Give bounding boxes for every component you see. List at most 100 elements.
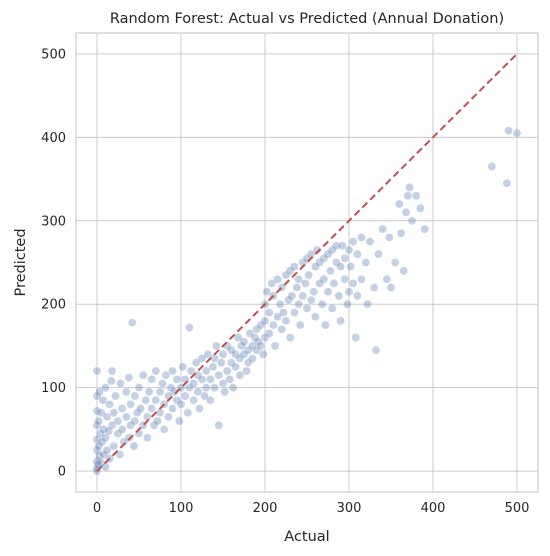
- data-point: [315, 258, 324, 267]
- data-point: [206, 395, 215, 405]
- data-point: [96, 429, 105, 438]
- data-point: [218, 379, 228, 388]
- data-point: [399, 266, 408, 276]
- data-point: [107, 366, 117, 376]
- data-point: [273, 274, 282, 284]
- data-point: [97, 437, 107, 447]
- data-point: [365, 237, 375, 246]
- data-point: [296, 320, 305, 330]
- data-point: [334, 291, 344, 301]
- data-point: [390, 258, 400, 267]
- data-point: [153, 416, 162, 426]
- data-point: [113, 416, 123, 426]
- data-point: [227, 358, 236, 367]
- data-point: [141, 395, 150, 405]
- data-point: [348, 279, 358, 288]
- data-point: [217, 358, 226, 367]
- data-point: [94, 441, 103, 451]
- data-point: [200, 391, 209, 401]
- data-point: [124, 373, 134, 382]
- y-axis-ticks: 0 100 200 300 400 500: [41, 47, 66, 479]
- data-point: [315, 279, 324, 288]
- data-point: [222, 366, 232, 376]
- data-point: [93, 460, 103, 469]
- data-point: [301, 279, 310, 288]
- data-point: [344, 287, 354, 296]
- data-point: [403, 191, 413, 200]
- x-tick-label: 0: [93, 501, 101, 516]
- data-point: [336, 316, 345, 326]
- data-point: [98, 395, 108, 405]
- data-point: [270, 341, 280, 351]
- data-point: [201, 366, 211, 376]
- data-point: [117, 404, 127, 413]
- data-point: [361, 258, 371, 267]
- plot-frame: [75, 32, 539, 493]
- data-point: [111, 391, 120, 401]
- data-point: [170, 387, 179, 397]
- data-point: [254, 337, 263, 347]
- data-point: [138, 370, 148, 380]
- data-point: [338, 241, 347, 251]
- data-point: [401, 208, 411, 217]
- data-point: [405, 183, 414, 192]
- data-point: [126, 420, 135, 430]
- data-point: [147, 375, 156, 384]
- data-point: [512, 128, 522, 138]
- data-point: [92, 456, 102, 466]
- data-point: [332, 258, 341, 267]
- data-point: [252, 325, 261, 334]
- x-tick-label: 400: [421, 501, 446, 516]
- data-point: [386, 283, 396, 292]
- data-point: [287, 291, 297, 301]
- data-point: [102, 412, 112, 422]
- data-point: [227, 345, 236, 355]
- data-point: [113, 429, 123, 438]
- data-point: [327, 245, 337, 255]
- data-point: [136, 404, 145, 413]
- data-point: [102, 446, 112, 455]
- data-point: [369, 283, 379, 292]
- data-point: [92, 406, 102, 416]
- data-point: [107, 376, 116, 386]
- data-point: [260, 316, 270, 326]
- y-tick-label: 500: [41, 47, 66, 62]
- data-point: [159, 425, 169, 434]
- data-point: [248, 354, 257, 363]
- data-point: [363, 299, 372, 309]
- data-point: [107, 420, 117, 430]
- data-point: [239, 350, 249, 359]
- data-point: [101, 433, 110, 443]
- y-tick-label: 0: [58, 465, 66, 480]
- data-point: [385, 233, 394, 242]
- data-point: [168, 404, 177, 413]
- data-point: [336, 262, 345, 271]
- data-point: [109, 441, 119, 451]
- data-point: [311, 312, 320, 321]
- data-point: [411, 191, 421, 200]
- data-point: [166, 383, 176, 392]
- data-point: [231, 350, 240, 359]
- data-point: [259, 350, 268, 359]
- data-point: [396, 229, 406, 238]
- data-point: [95, 451, 104, 461]
- data-point: [208, 362, 218, 372]
- data-point: [210, 383, 219, 392]
- data-point: [122, 387, 131, 397]
- data-point: [95, 387, 104, 397]
- data-point: [168, 366, 177, 376]
- data-point: [203, 350, 213, 359]
- data-point: [183, 408, 192, 417]
- data-point: [212, 341, 221, 351]
- data-point: [220, 387, 229, 397]
- data-point: [294, 274, 303, 284]
- data-point: [172, 375, 182, 384]
- data-point: [298, 291, 308, 301]
- data-point: [92, 446, 102, 455]
- data-point: [175, 416, 184, 426]
- data-point: [327, 304, 337, 313]
- data-point: [311, 262, 320, 271]
- data-point: [151, 366, 161, 376]
- data-point: [329, 279, 339, 288]
